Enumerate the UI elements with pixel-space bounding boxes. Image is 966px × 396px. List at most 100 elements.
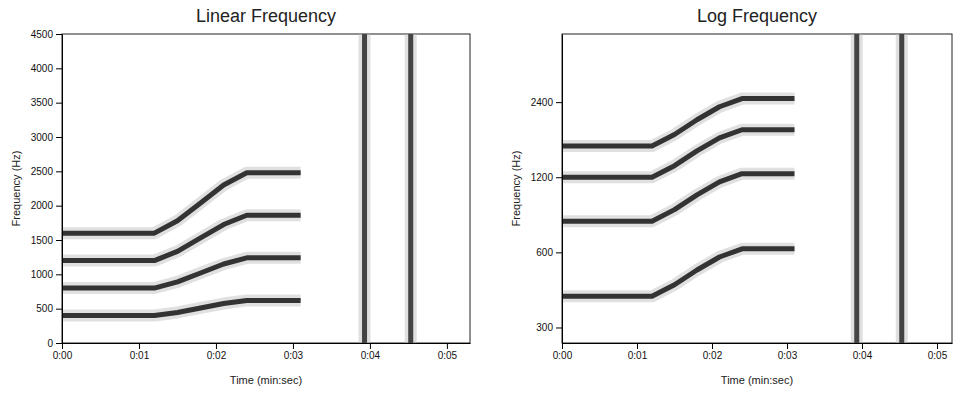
line — [899, 34, 904, 343]
x-axis-title: Time (min:sec) — [230, 374, 302, 386]
y-tick: 4500 — [31, 29, 62, 40]
y-axis: 300 600 1200 2400 — [531, 35, 563, 344]
y-tick-mark — [56, 343, 62, 344]
figure: 0:00 0:01 0:02 0:03 0:04 0:05 0 500 1000 1500 2000… — [0, 0, 966, 396]
y-tick: 3000 — [31, 132, 62, 143]
y-tick: 300 — [536, 322, 562, 333]
y-tick: 0 — [47, 338, 62, 349]
y-tick-label: 300 — [536, 322, 553, 333]
y-tick: 2000 — [31, 200, 62, 211]
plot-frame — [62, 34, 470, 343]
x-axis-title: Time (min:sec) — [721, 374, 793, 386]
x-tick: 0:05 — [928, 343, 948, 361]
y-tick: 1200 — [531, 172, 562, 183]
y-tick-label: 2500 — [31, 166, 54, 177]
x-tick: 0:04 — [361, 343, 381, 361]
y-tick-label: 1200 — [531, 172, 554, 183]
y-tick: 1500 — [31, 235, 62, 246]
y-tick-mark — [56, 137, 62, 138]
x-tick: 0:02 — [703, 343, 723, 361]
x-tick-label: 0:00 — [53, 350, 73, 361]
y-tick-label: 2000 — [31, 200, 54, 211]
y-tick-mark — [56, 103, 62, 104]
y-tick-mark — [556, 177, 562, 178]
line-halo — [405, 34, 417, 343]
x-tick-label: 0:04 — [361, 350, 381, 361]
panel: 0:00 0:01 0:02 0:03 0:04 0:05 0 500 1000 1500 2000… — [10, 6, 470, 386]
line-halo — [896, 34, 908, 343]
y-tick-mark — [556, 327, 562, 328]
y-tick-mark — [56, 274, 62, 275]
line-halo — [62, 300, 301, 315]
y-axis-title: Frequency (Hz) — [510, 151, 522, 227]
line — [62, 300, 301, 315]
y-tick-mark — [56, 34, 62, 35]
y-tick-label: 500 — [36, 303, 53, 314]
y-tick-label: 1000 — [31, 269, 54, 280]
y-tick: 1000 — [31, 269, 62, 280]
x-tick-mark — [637, 343, 638, 349]
x-tick-label: 0:05 — [928, 350, 948, 361]
y-axis: 0 500 1000 1500 2000 2500 3000 3500 4000 4500 — [31, 29, 63, 349]
y-tick-label: 3500 — [31, 97, 54, 108]
x-tick-mark — [787, 343, 788, 349]
x-tick-label: 0:01 — [130, 350, 150, 361]
y-tick-label: 0 — [47, 338, 53, 349]
y-tick-mark — [56, 68, 62, 69]
x-tick-label: 0:00 — [553, 350, 573, 361]
y-tick-mark — [56, 206, 62, 207]
line-halo — [562, 249, 795, 296]
line-halo — [62, 173, 301, 233]
y-tick-mark — [56, 171, 62, 172]
line-halo — [562, 99, 795, 146]
y-tick: 3500 — [31, 97, 62, 108]
chart-title: Linear Frequency — [196, 6, 336, 26]
x-tick-mark — [447, 343, 448, 349]
marks — [562, 34, 902, 343]
x-tick-label: 0:05 — [438, 350, 458, 361]
line — [362, 34, 367, 343]
y-tick-label: 3000 — [31, 132, 54, 143]
x-tick: 0:03 — [778, 343, 798, 361]
y-tick: 600 — [536, 247, 562, 258]
x-tick-mark — [712, 343, 713, 349]
x-tick: 0:05 — [438, 343, 458, 361]
y-tick-mark — [556, 252, 562, 253]
x-tick-mark — [862, 343, 863, 349]
x-tick: 0:03 — [284, 343, 304, 361]
x-tick: 0:00 — [53, 343, 73, 361]
x-tick-label: 0:01 — [628, 350, 648, 361]
x-axis: 0:00 0:01 0:02 0:03 0:04 0:05 — [53, 343, 471, 361]
x-tick-label: 0:02 — [207, 350, 227, 361]
y-tick-mark — [556, 102, 562, 103]
y-tick-label: 2400 — [531, 97, 554, 108]
line — [562, 99, 795, 146]
line — [562, 249, 795, 296]
x-axis: 0:00 0:01 0:02 0:03 0:04 0:05 — [553, 343, 953, 361]
line-halo — [359, 34, 371, 343]
x-tick-mark — [293, 343, 294, 349]
y-tick-mark — [56, 240, 62, 241]
y-tick: 500 — [36, 303, 62, 314]
y-axis-line — [562, 35, 563, 344]
y-tick: 4000 — [31, 63, 62, 74]
x-axis-line — [563, 343, 953, 344]
x-tick-label: 0:02 — [703, 350, 723, 361]
x-tick: 0:01 — [628, 343, 648, 361]
x-tick-mark — [62, 343, 63, 349]
y-tick-label: 4000 — [31, 63, 54, 74]
x-tick: 0:01 — [130, 343, 150, 361]
y-tick-label: 4500 — [31, 29, 54, 40]
line — [854, 34, 859, 343]
x-tick: 0:04 — [853, 343, 873, 361]
x-tick-mark — [370, 343, 371, 349]
line — [408, 34, 413, 343]
marks — [62, 34, 411, 343]
x-tick-mark — [562, 343, 563, 349]
panel: 0:000:010:020:030:040:0530060012002400Lo… — [510, 6, 952, 386]
x-tick-label: 0:04 — [853, 350, 873, 361]
x-axis-line — [63, 343, 471, 344]
y-axis-title: Frequency (Hz) — [10, 151, 22, 227]
x-tick: 0:02 — [207, 343, 227, 361]
x-tick-label: 0:03 — [778, 350, 798, 361]
